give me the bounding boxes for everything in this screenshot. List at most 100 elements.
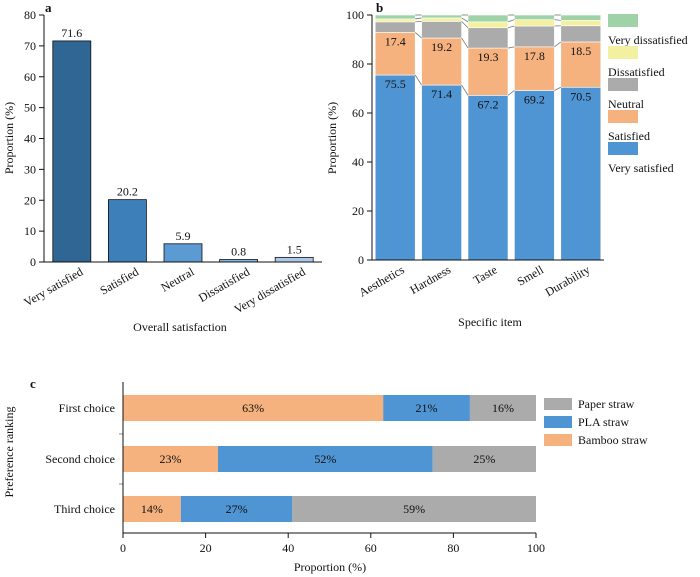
panel-b-legend-swatch-neutral (608, 78, 638, 91)
panel-c-y-tick-label: First choice (59, 401, 115, 415)
panel-c-x-tick-label: 20 (200, 541, 212, 555)
panel-a-y-tick-label: 10 (24, 224, 36, 238)
panel-b: b 75.5 17.4 71.4 19.2 67.2 19.3 69.2 17.8 70.5 18… (325, 0, 688, 329)
panel-b-legend-label-very-dissatisfied: Very dissatisfied (608, 33, 688, 47)
panel-a: a 71.6 20.2 5.9 0.8 1.5 0 10 20 30 40 50 60 70 80 Ve… (2, 0, 322, 334)
panel-b-connector (507, 19, 515, 23)
panel-b-segment-hardness-very-satisfied (421, 84, 462, 261)
panel-b-connector (554, 19, 561, 21)
panel-b-segment-durability-very-dissatisfied (560, 14, 602, 21)
panel-b-y-tick-label: 60 (352, 106, 364, 120)
panel-b-value-label: 19.3 (478, 50, 499, 64)
panel-c-legend-label-bamboo-straw: Bamboo straw (578, 433, 648, 447)
panel-b-connector (507, 90, 515, 96)
panel-b-y-tick-label: 0 (358, 253, 364, 267)
panel-c-value-label: 59% (403, 502, 425, 516)
panel-b-value-label: 71.4 (431, 87, 452, 101)
panel-b-connector (461, 84, 469, 96)
panel-b-segment-smell-very-dissatisfied (514, 14, 555, 20)
panel-a-x-label: Overall satisfaction (133, 320, 227, 334)
panel-c-value-label: 63% (242, 401, 264, 415)
panel-c-value-label: 23% (159, 452, 181, 466)
panel-b-value-label: 75.5 (385, 77, 406, 91)
panel-a-y-tick-label: 20 (24, 193, 36, 207)
panel-b-segment-taste-very-satisfied (467, 95, 509, 261)
panel-c-value-label: 16% (492, 401, 514, 415)
panel-a-value-label: 0.8 (231, 245, 246, 259)
panel-b-segment-taste-satisfied (467, 47, 509, 96)
panel-b-segment-smell-satisfied (514, 46, 555, 91)
panel-c-y-tick-label: Second choice (45, 452, 115, 466)
panel-c-segment-second-choice-pla-straw (217, 446, 433, 472)
panel-b-legend-swatch-satisfied (608, 110, 638, 123)
panel-b-segment-hardness-very-dissatisfied (421, 14, 462, 19)
panel-b-segment-smell-very-satisfied (514, 90, 555, 261)
panel-a-y-tick-label: 60 (24, 70, 36, 84)
panel-b-segment-taste-dissatisfied (467, 21, 509, 29)
panel-b-segment-durability-satisfied (560, 41, 602, 88)
panel-b-connector (554, 41, 562, 48)
panel-b-connector (414, 32, 422, 39)
panel-c-y-tick-label: Third choice (54, 502, 115, 516)
panel-a-x-tick-label: Very satisfied (21, 264, 85, 309)
panel-b-connector (507, 25, 515, 29)
panel-b-legend-label-neutral: Neutral (608, 97, 645, 111)
panel-b-connector (461, 21, 469, 29)
panel-b-value-label: 70.5 (570, 89, 591, 103)
panel-c-legend-label-paper-straw: Paper straw (578, 397, 635, 411)
panel-c-x-tick-label: 40 (282, 541, 294, 555)
panel-b-value-label: 17.4 (385, 34, 406, 48)
panel-c-legend-swatch-bamboo-straw (544, 434, 572, 446)
panel-c-x-tick-label: 0 (120, 541, 126, 555)
panel-a-value-label: 71.6 (61, 26, 82, 40)
panel-c-segment-third-choice-paper-straw (292, 496, 536, 522)
panel-c-segment-first-choice-bamboo-straw (123, 395, 384, 421)
panel-a-y-tick-label: 30 (24, 162, 36, 176)
panel-b-y-tick-label: 40 (352, 155, 364, 169)
panel-a-bar-very-dissatisfied (274, 256, 314, 263)
panel-a-y-tick-label: 50 (24, 101, 36, 115)
panel-b-value-label: 17.8 (524, 49, 545, 63)
panel-c-legend-label-pla-straw: PLA straw (578, 415, 629, 429)
panel-b-connector (461, 17, 469, 23)
panel-b-y-tick-label: 80 (352, 57, 364, 71)
panel-c-segment-third-choice-pla-straw (180, 496, 293, 522)
panel-c-x-tick-label: 80 (447, 541, 459, 555)
panel-b-segment-aesthetics-very-dissatisfied (374, 14, 416, 20)
panel-c-x-tick-label: 100 (527, 541, 545, 555)
panel-b-x-label: Specific item (458, 315, 522, 329)
panel-b-y-tick-label: 100 (346, 8, 364, 22)
panel-b-connector (415, 17, 422, 20)
panel-b-segment-aesthetics-very-satisfied (374, 74, 416, 261)
panel-b-legend-label-dissatisfied: Dissatisfied (608, 65, 665, 79)
panel-c-value-label: 52% (314, 452, 336, 466)
panel-a-bar-very-satisfied (52, 40, 92, 263)
panel-c-segment-second-choice-bamboo-straw (123, 446, 218, 472)
panel-b-segment-hardness-dissatisfied (421, 17, 462, 22)
panel-b-x-tick-label: Smell (515, 262, 547, 288)
panel-b-connector (414, 74, 422, 86)
panel-b-x-tick-label: Aesthetics (356, 262, 407, 299)
panel-a-value-label: 20.2 (117, 185, 138, 199)
panel-a-y-label: Proportion (%) (2, 102, 16, 174)
panel-b-segment-aesthetics-satisfied (374, 32, 416, 76)
panel-c-letter: c (30, 376, 36, 391)
panel-b-legend-label-very-satisfied: Very satisfied (608, 161, 674, 175)
panel-c-legend: Paper straw PLA straw Bamboo straw (544, 397, 648, 447)
panel-a-y-tick-label: 40 (24, 132, 36, 146)
panel-b-legend-label-satisfied: Satisfied (608, 129, 650, 143)
panel-a-bar-neutral (163, 243, 203, 263)
panel-c-segment-third-choice-bamboo-straw (123, 496, 181, 522)
panel-b-y-tick-label: 20 (352, 204, 364, 218)
panel-b-connector (507, 46, 515, 49)
panel-b-segment-durability-very-satisfied (560, 86, 602, 261)
panel-b-value-label: 67.2 (478, 97, 499, 111)
panel-c-segment-first-choice-paper-straw (469, 395, 536, 421)
panel-a-value-label: 1.5 (287, 242, 302, 256)
panel-b-value-label: 18.5 (570, 44, 591, 58)
panel-c-x-label: Proportion (%) (294, 560, 366, 574)
panel-b-x-tick-label: Taste (471, 262, 500, 287)
panel-b-y-label: Proportion (%) (325, 102, 339, 174)
panel-a-letter: a (45, 0, 52, 15)
panel-b-x-tick-label: Hardness (407, 262, 453, 297)
